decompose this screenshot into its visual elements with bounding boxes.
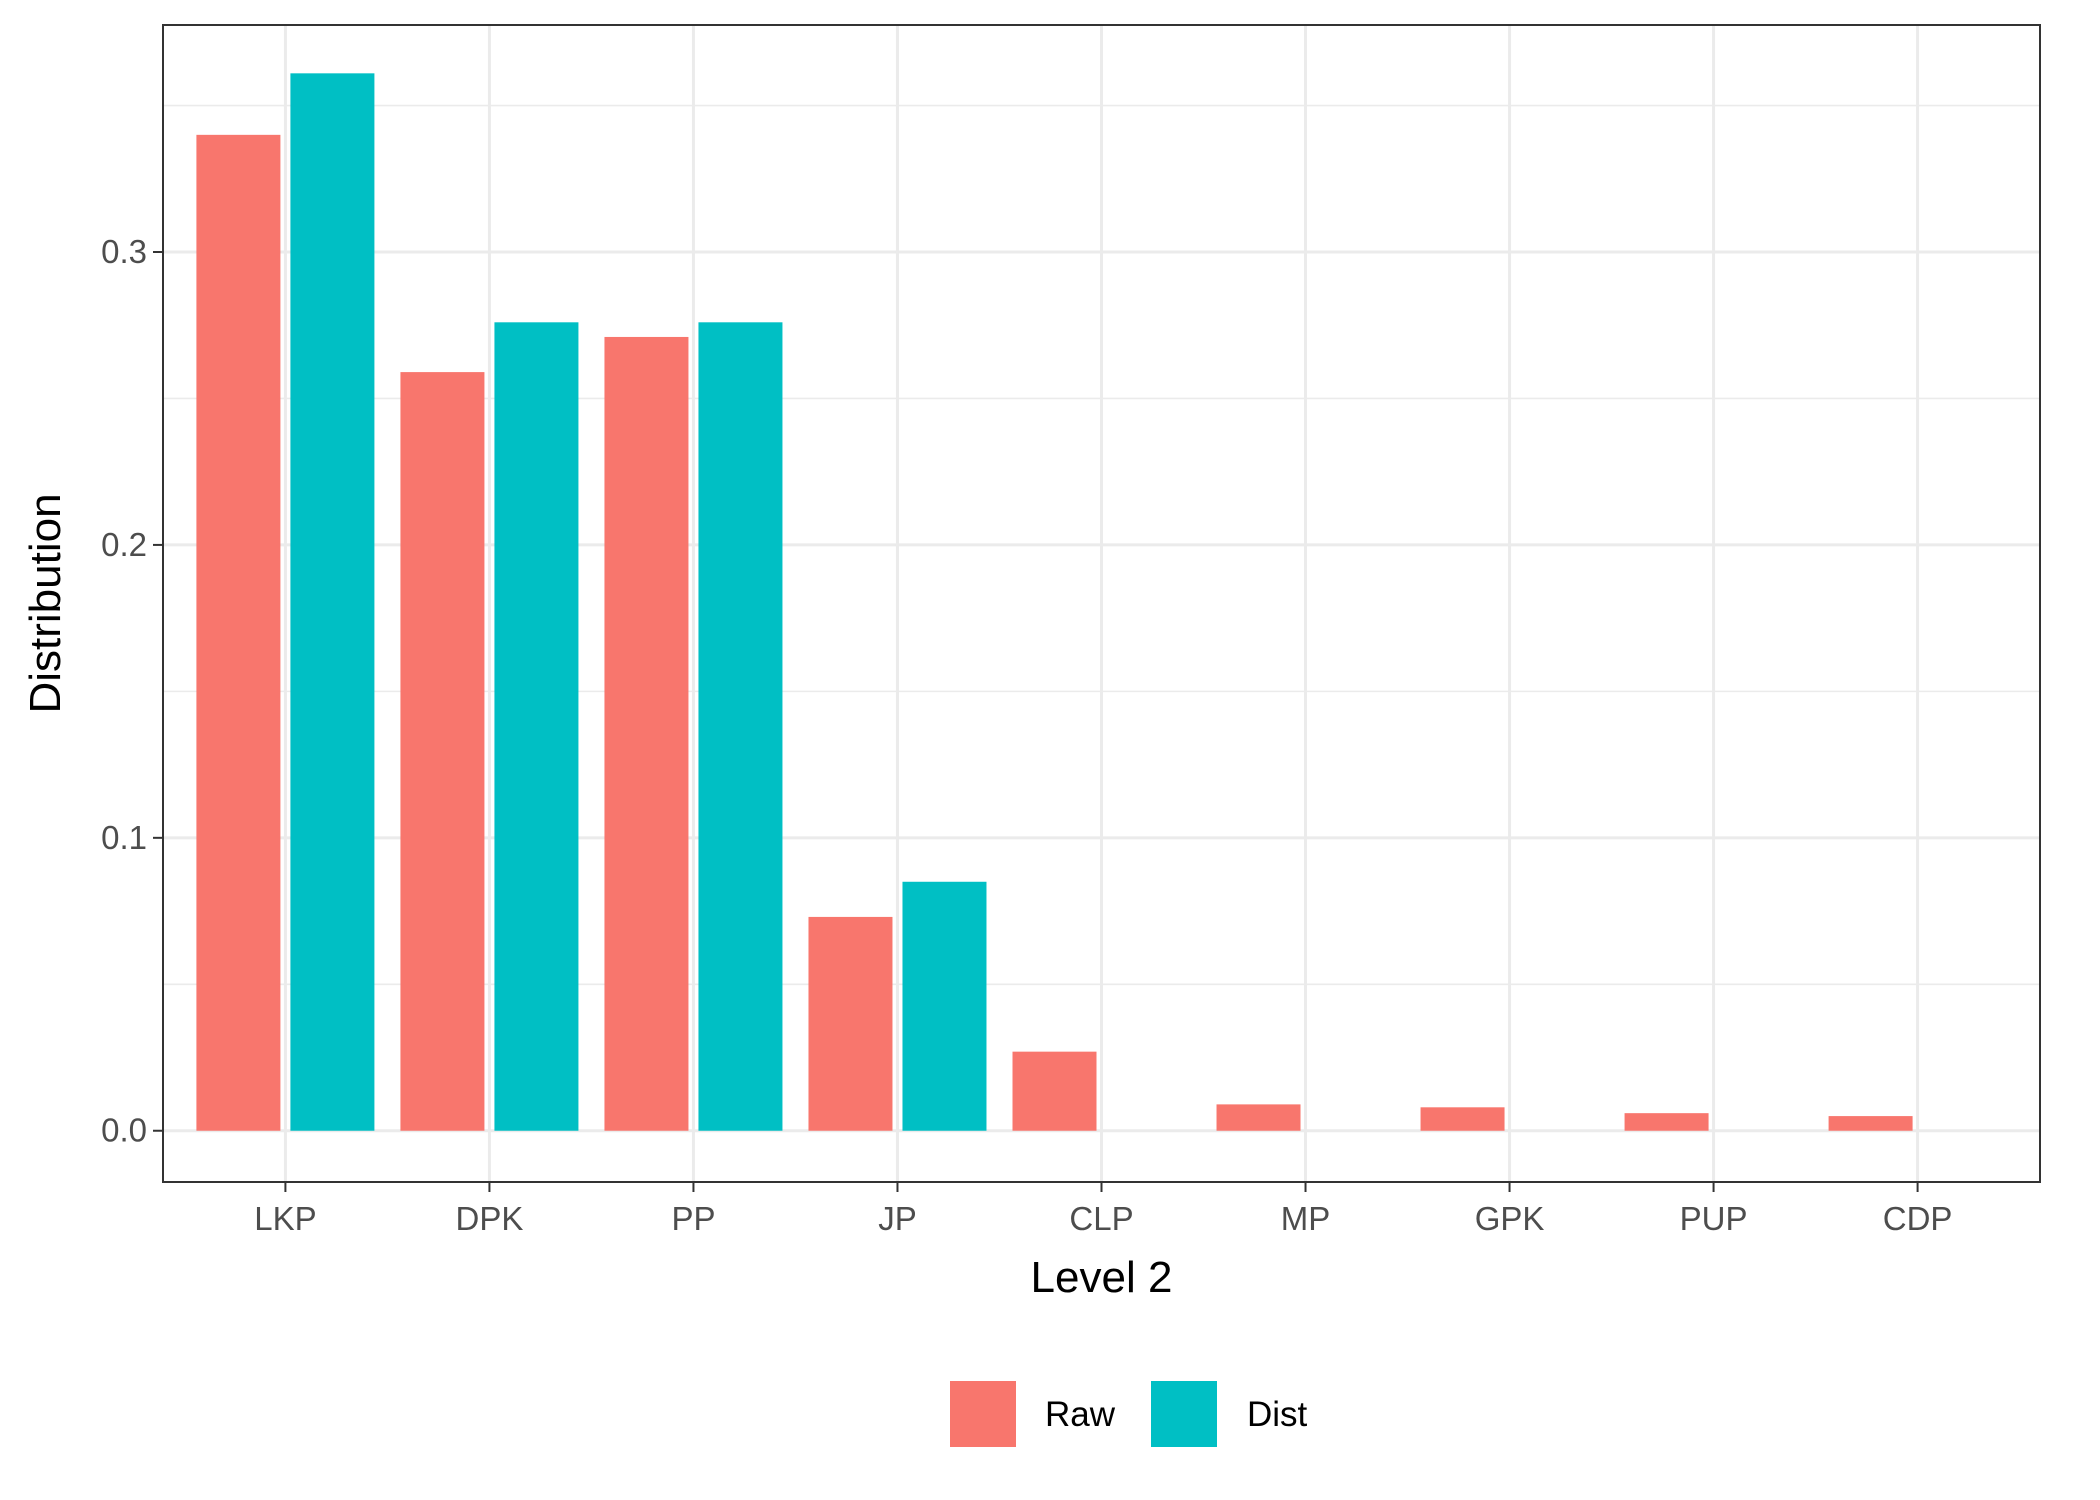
- axes: 0.0 0.1 0.2 0.3 LKP DPK PP JP CLP MP GPK PUP CDP: [101, 233, 1952, 1237]
- bar-raw-dpk: [400, 372, 485, 1131]
- bar-raw-mp: [1216, 1104, 1301, 1131]
- bar-dist-pp: [698, 322, 783, 1131]
- bar-raw-jp: [808, 916, 893, 1131]
- x-tick-label: MP: [1281, 1200, 1331, 1237]
- x-tick-label: CDP: [1883, 1200, 1953, 1237]
- x-tick-label: PP: [671, 1200, 715, 1237]
- y-tick-label: 0.2: [101, 526, 147, 563]
- y-axis-title: Distribution: [21, 493, 70, 713]
- bar-dist-lkp: [290, 73, 375, 1131]
- x-tick-label: DPK: [456, 1200, 524, 1237]
- bar-raw-pup: [1624, 1113, 1709, 1131]
- y-tick-label: 0.3: [101, 233, 147, 270]
- x-axis-title: Level 2: [1031, 1253, 1173, 1302]
- y-tick-label: 0.1: [101, 819, 147, 856]
- bar-raw-clp: [1012, 1051, 1097, 1131]
- legend-label-dist: Dist: [1247, 1395, 1308, 1434]
- legend-key-raw: [950, 1381, 1016, 1447]
- legend: Raw Dist: [950, 1381, 1308, 1447]
- x-tick-label: PUP: [1680, 1200, 1748, 1237]
- bar-raw-cdp: [1828, 1116, 1913, 1131]
- y-tick-label: 0.0: [101, 1112, 147, 1149]
- bar-raw-gpk: [1420, 1107, 1505, 1131]
- x-tick-label: JP: [878, 1200, 917, 1237]
- bar-raw-lkp: [196, 134, 281, 1131]
- bar-dist-dpk: [494, 322, 579, 1131]
- legend-key-dist: [1151, 1381, 1217, 1447]
- bars: [196, 73, 1913, 1131]
- bar-raw-pp: [604, 336, 689, 1131]
- x-tick-label: LKP: [254, 1200, 316, 1237]
- legend-label-raw: Raw: [1045, 1395, 1116, 1434]
- x-tick-label: GPK: [1475, 1200, 1545, 1237]
- x-tick-label: CLP: [1069, 1200, 1133, 1237]
- bar-dist-jp: [902, 881, 987, 1131]
